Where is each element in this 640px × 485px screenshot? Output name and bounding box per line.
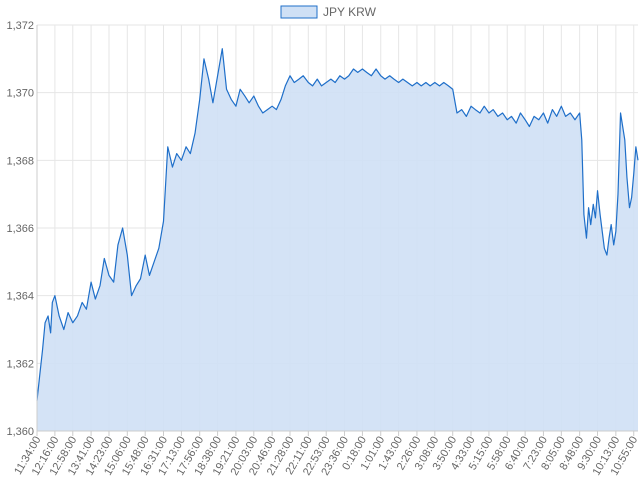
- y-tick-label: 1,366: [6, 223, 34, 235]
- y-tick-label: 1,368: [6, 155, 34, 167]
- y-tick-label: 1,364: [6, 291, 34, 303]
- series-area: [36, 48, 639, 432]
- legend-swatch: [280, 5, 318, 19]
- y-tick-label: 1,360: [6, 426, 34, 438]
- series-fill: [37, 48, 638, 432]
- y-tick-label: 1,362: [6, 358, 34, 370]
- legend[interactable]: JPY KRW: [280, 5, 377, 19]
- legend-label: JPY KRW: [323, 5, 377, 19]
- y-tick-label: 1,370: [6, 88, 34, 100]
- y-tick-label: 1,372: [6, 20, 34, 32]
- series-line: [36, 48, 639, 401]
